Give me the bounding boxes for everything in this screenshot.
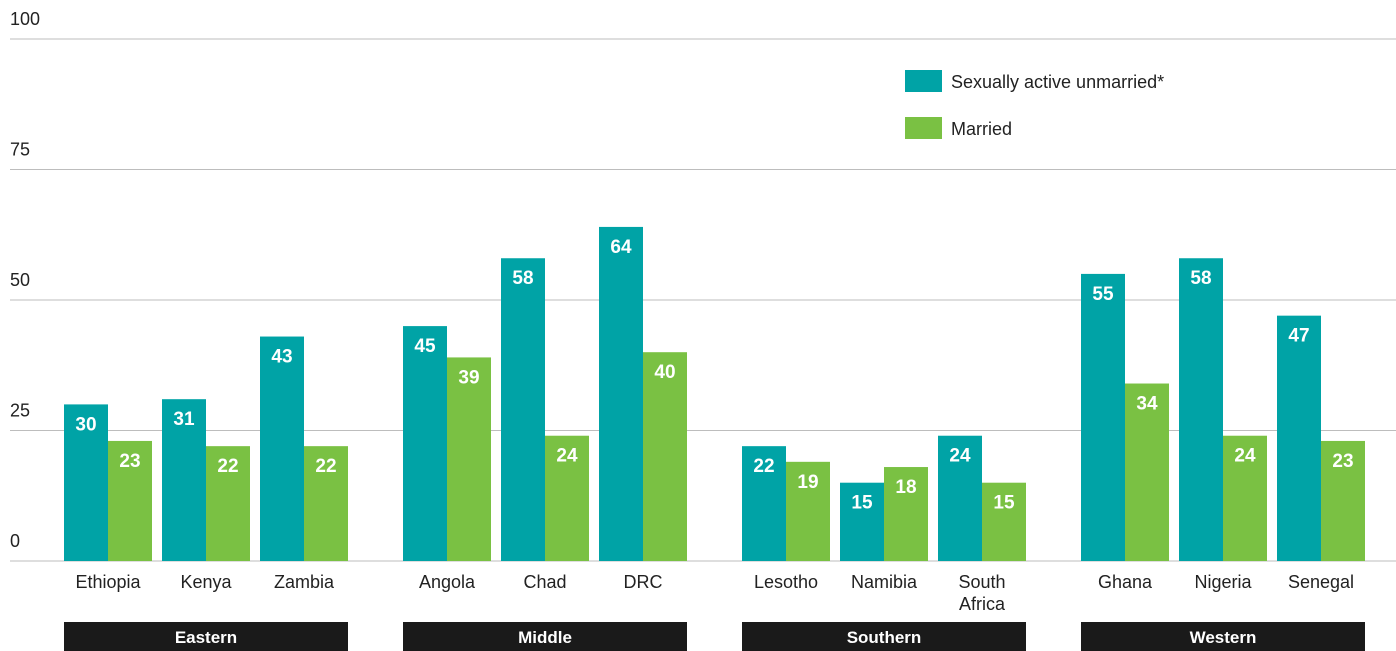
value-label: 39: [458, 367, 479, 388]
bar: [786, 461, 830, 561]
region-box: [64, 622, 348, 651]
x-tick-label: Namibia: [851, 572, 918, 592]
bar: [1321, 440, 1365, 561]
bar: [884, 467, 928, 561]
x-tick-label: DRC: [624, 572, 663, 592]
value-label: 43: [271, 347, 292, 368]
legend-label: Married: [951, 119, 1012, 139]
value-label: 58: [1190, 268, 1211, 289]
legend-label: Sexually active unmarried*: [951, 72, 1164, 92]
x-tick-label: Senegal: [1288, 572, 1354, 592]
value-label: 15: [993, 493, 1015, 514]
bar: [1125, 383, 1169, 561]
value-label: 15: [851, 493, 873, 514]
value-label: 18: [895, 477, 916, 498]
bar: [643, 352, 687, 561]
legend-swatch: [905, 70, 942, 92]
value-label: 23: [1332, 451, 1353, 472]
value-label: 23: [119, 451, 140, 472]
bar: [545, 435, 589, 561]
x-tick-label: Ethiopia: [75, 572, 141, 592]
bar: [64, 404, 108, 561]
bar: [206, 446, 250, 561]
value-label: 30: [75, 414, 96, 435]
x-tick-label: Chad: [523, 572, 566, 592]
region-box: [742, 622, 1026, 651]
y-tick-label: 0: [10, 531, 20, 551]
region-box: [403, 622, 687, 651]
value-label: 24: [1234, 446, 1256, 467]
value-label: 31: [173, 409, 195, 430]
value-label: 45: [414, 336, 436, 357]
bar: [501, 258, 545, 561]
bar: [108, 440, 152, 561]
value-label: 64: [610, 237, 632, 258]
bar: [1179, 258, 1223, 561]
x-tick-label: Ghana: [1098, 572, 1153, 592]
bar: [403, 326, 447, 561]
x-tick-label: Angola: [419, 572, 476, 592]
bar: [304, 446, 348, 561]
bar: [1277, 315, 1321, 561]
y-tick-label: 100: [10, 9, 40, 29]
value-label: 24: [949, 446, 971, 467]
value-label: 24: [556, 446, 578, 467]
bar: [742, 446, 786, 561]
region-label: Middle: [518, 628, 572, 647]
bar: [1081, 273, 1125, 561]
y-tick-label: 50: [10, 270, 30, 290]
value-label: 40: [654, 362, 675, 383]
region-label: Eastern: [175, 628, 237, 647]
value-label: 22: [315, 456, 336, 477]
bar: [982, 482, 1026, 561]
legend-swatch: [905, 117, 942, 139]
value-label: 55: [1092, 284, 1114, 305]
region-label: Western: [1190, 628, 1257, 647]
bar: [938, 435, 982, 561]
x-tick-label: Nigeria: [1194, 572, 1252, 592]
bar: [447, 357, 491, 561]
y-tick-label: 25: [10, 401, 30, 421]
value-label: 58: [512, 268, 533, 289]
bar: [840, 482, 884, 561]
region-label: Southern: [847, 628, 922, 647]
bar: [260, 336, 304, 561]
bar: [162, 399, 206, 561]
x-tick-label: Zambia: [274, 572, 335, 592]
value-label: 22: [753, 456, 774, 477]
value-label: 19: [797, 472, 818, 493]
x-tick-label: Kenya: [180, 572, 232, 592]
bar: [599, 226, 643, 562]
value-label: 34: [1136, 394, 1158, 415]
x-tick-label: Lesotho: [754, 572, 818, 592]
value-label: 47: [1288, 326, 1309, 347]
y-tick-label: 75: [10, 140, 30, 160]
region-box: [1081, 622, 1365, 651]
value-label: 22: [217, 456, 238, 477]
x-tick-label: South Africa: [958, 572, 1006, 614]
bar: [1223, 435, 1267, 561]
